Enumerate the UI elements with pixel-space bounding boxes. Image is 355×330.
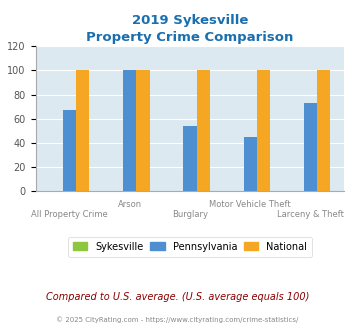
Text: Larceny & Theft: Larceny & Theft bbox=[277, 210, 344, 219]
Bar bbox=[183, 126, 197, 191]
Bar bbox=[257, 70, 270, 191]
Bar bbox=[76, 70, 89, 191]
Text: Compared to U.S. average. (U.S. average equals 100): Compared to U.S. average. (U.S. average … bbox=[46, 292, 309, 302]
Text: All Property Crime: All Property Crime bbox=[31, 210, 108, 219]
Bar bbox=[123, 70, 136, 191]
Bar bbox=[317, 70, 330, 191]
Bar bbox=[244, 137, 257, 191]
Bar bbox=[63, 110, 76, 191]
Legend: Sykesville, Pennsylvania, National: Sykesville, Pennsylvania, National bbox=[68, 237, 312, 257]
Text: © 2025 CityRating.com - https://www.cityrating.com/crime-statistics/: © 2025 CityRating.com - https://www.city… bbox=[56, 317, 299, 323]
Bar bbox=[136, 70, 149, 191]
Bar bbox=[304, 103, 317, 191]
Text: Burglary: Burglary bbox=[172, 210, 208, 219]
Text: Motor Vehicle Theft: Motor Vehicle Theft bbox=[209, 200, 291, 209]
Text: Arson: Arson bbox=[118, 200, 142, 209]
Bar bbox=[197, 70, 210, 191]
Title: 2019 Sykesville
Property Crime Comparison: 2019 Sykesville Property Crime Compariso… bbox=[86, 14, 294, 44]
